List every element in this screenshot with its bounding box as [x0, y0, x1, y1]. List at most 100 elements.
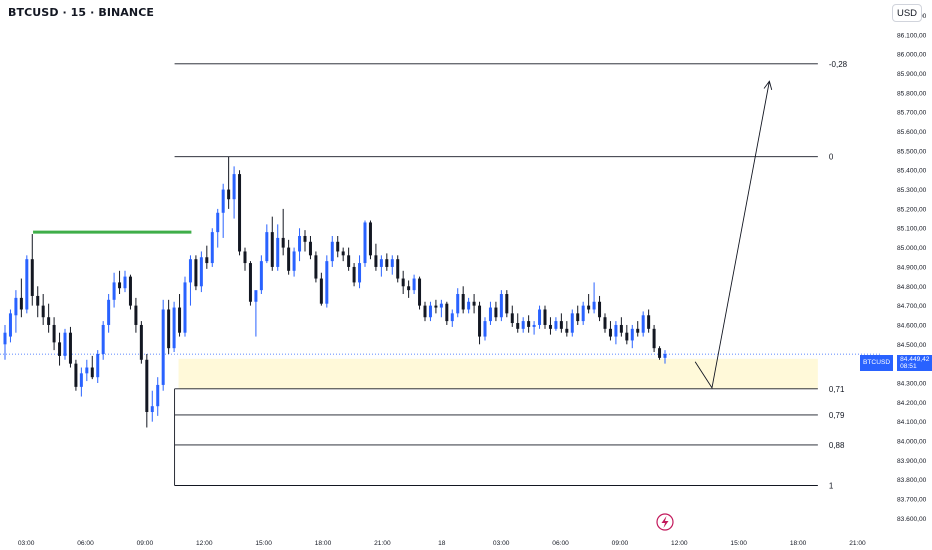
candle-body — [183, 282, 187, 333]
candle-body — [145, 359, 149, 413]
x-axis-tick-label: 09:00 — [137, 540, 154, 547]
candle-body — [281, 237, 285, 248]
y-axis-tick-label: 84.300,00 — [897, 380, 927, 387]
candle-body — [118, 282, 122, 289]
candle-body — [510, 313, 514, 324]
candle-body — [79, 373, 83, 387]
demand-zone — [178, 358, 818, 389]
candle-body — [527, 321, 531, 327]
candle-body — [243, 251, 247, 264]
candle-body — [90, 367, 94, 378]
fib-level-label: 0 — [829, 153, 834, 162]
candle-body — [308, 241, 312, 256]
candle-body — [167, 309, 171, 349]
candle-body — [139, 324, 143, 360]
candle-body — [565, 328, 569, 333]
candle-body — [625, 332, 629, 341]
candle-body — [52, 324, 56, 343]
y-axis-tick-label: 84.000,00 — [897, 439, 927, 446]
candle-body — [423, 305, 427, 318]
candle-body — [543, 309, 547, 325]
x-axis-tick-label: 18:00 — [315, 540, 332, 547]
candle-body — [238, 174, 242, 252]
candle-body — [325, 261, 329, 304]
chart-title: BTCUSD · 15 · BINANCE — [8, 6, 155, 19]
x-axis-tick-label: 21:00 — [374, 540, 391, 547]
candle-body — [619, 324, 623, 333]
candle-body — [467, 301, 471, 310]
candle-body — [407, 286, 411, 291]
candle-body — [30, 259, 34, 296]
candle-body — [428, 305, 432, 318]
candle-body — [319, 278, 323, 304]
candle-body — [347, 255, 351, 267]
y-axis-tick-label: 85.600,00 — [897, 129, 927, 136]
lightning-icon-ring — [656, 513, 674, 531]
candle-body — [521, 321, 525, 329]
candle-body — [663, 353, 667, 358]
candle-body — [658, 348, 662, 358]
candle-body — [412, 278, 416, 291]
candle-body — [161, 309, 165, 385]
candle-body — [450, 313, 454, 322]
y-axis-tick-label: 86.000,00 — [897, 52, 927, 59]
candle-body — [270, 232, 274, 267]
x-axis-tick-label: 03:00 — [493, 540, 510, 547]
candle-body — [434, 305, 438, 308]
candle-body — [58, 342, 62, 356]
candle-body — [8, 313, 12, 337]
lightning-icon — [656, 513, 674, 531]
candle-body — [396, 259, 400, 279]
candle-body — [134, 305, 138, 325]
fib-level-label: 1 — [829, 482, 834, 491]
candle-body — [210, 232, 214, 264]
candle-body — [287, 247, 291, 271]
candle-body — [352, 266, 356, 283]
x-axis-tick-label: 18:00 — [790, 540, 807, 547]
candle-body — [576, 313, 580, 322]
candle-body — [123, 276, 127, 289]
candle-body — [461, 294, 465, 310]
y-axis-tick-label: 85.200,00 — [897, 206, 927, 213]
y-axis-tick-label: 84.900,00 — [897, 264, 927, 271]
y-axis-tick-label: 83.600,00 — [897, 516, 927, 523]
projection-path — [694, 81, 770, 390]
y-axis-tick-label: 86.100,00 — [897, 32, 927, 39]
fib-level-label: 0,79 — [829, 411, 845, 420]
price-tag-price: 84.449,42 — [900, 356, 930, 363]
y-axis-tick-label: 84.800,00 — [897, 284, 927, 291]
y-axis-tick-label: 84.200,00 — [897, 400, 927, 407]
candle-body — [483, 321, 487, 337]
currency-button[interactable]: USD — [892, 4, 922, 22]
fib-level-label: -0,28 — [829, 60, 848, 69]
candle-body — [63, 332, 67, 356]
y-axis-tick-label: 85.000,00 — [897, 245, 927, 252]
candle-body — [150, 406, 154, 413]
candle-body — [3, 332, 7, 345]
y-axis-tick-label: 85.900,00 — [897, 71, 927, 78]
price-tag-value: 84.449,42 08:51 — [897, 355, 932, 371]
candle-body — [107, 299, 111, 325]
candle-body — [330, 241, 334, 262]
y-axis-tick-label: 84.100,00 — [897, 419, 927, 426]
candle-body — [221, 189, 225, 213]
candle-body — [194, 259, 198, 287]
candle-body — [14, 297, 18, 316]
x-axis-tick-label: 12:00 — [196, 540, 213, 547]
candle-body — [592, 301, 596, 310]
x-axis-tick-label: 15:00 — [730, 540, 747, 547]
candle-body — [336, 241, 340, 252]
candle-body — [385, 259, 389, 267]
candle-body — [205, 257, 209, 264]
candle-body — [559, 321, 563, 329]
candle-body — [494, 307, 498, 318]
candle-body — [532, 324, 536, 327]
candle-body — [265, 232, 269, 262]
candle-body — [358, 263, 362, 283]
candle-body — [368, 222, 372, 256]
candle-body — [581, 305, 585, 322]
candle-body — [652, 328, 656, 349]
candle-body — [68, 332, 72, 364]
y-axis-tick-label: 84.700,00 — [897, 303, 927, 310]
